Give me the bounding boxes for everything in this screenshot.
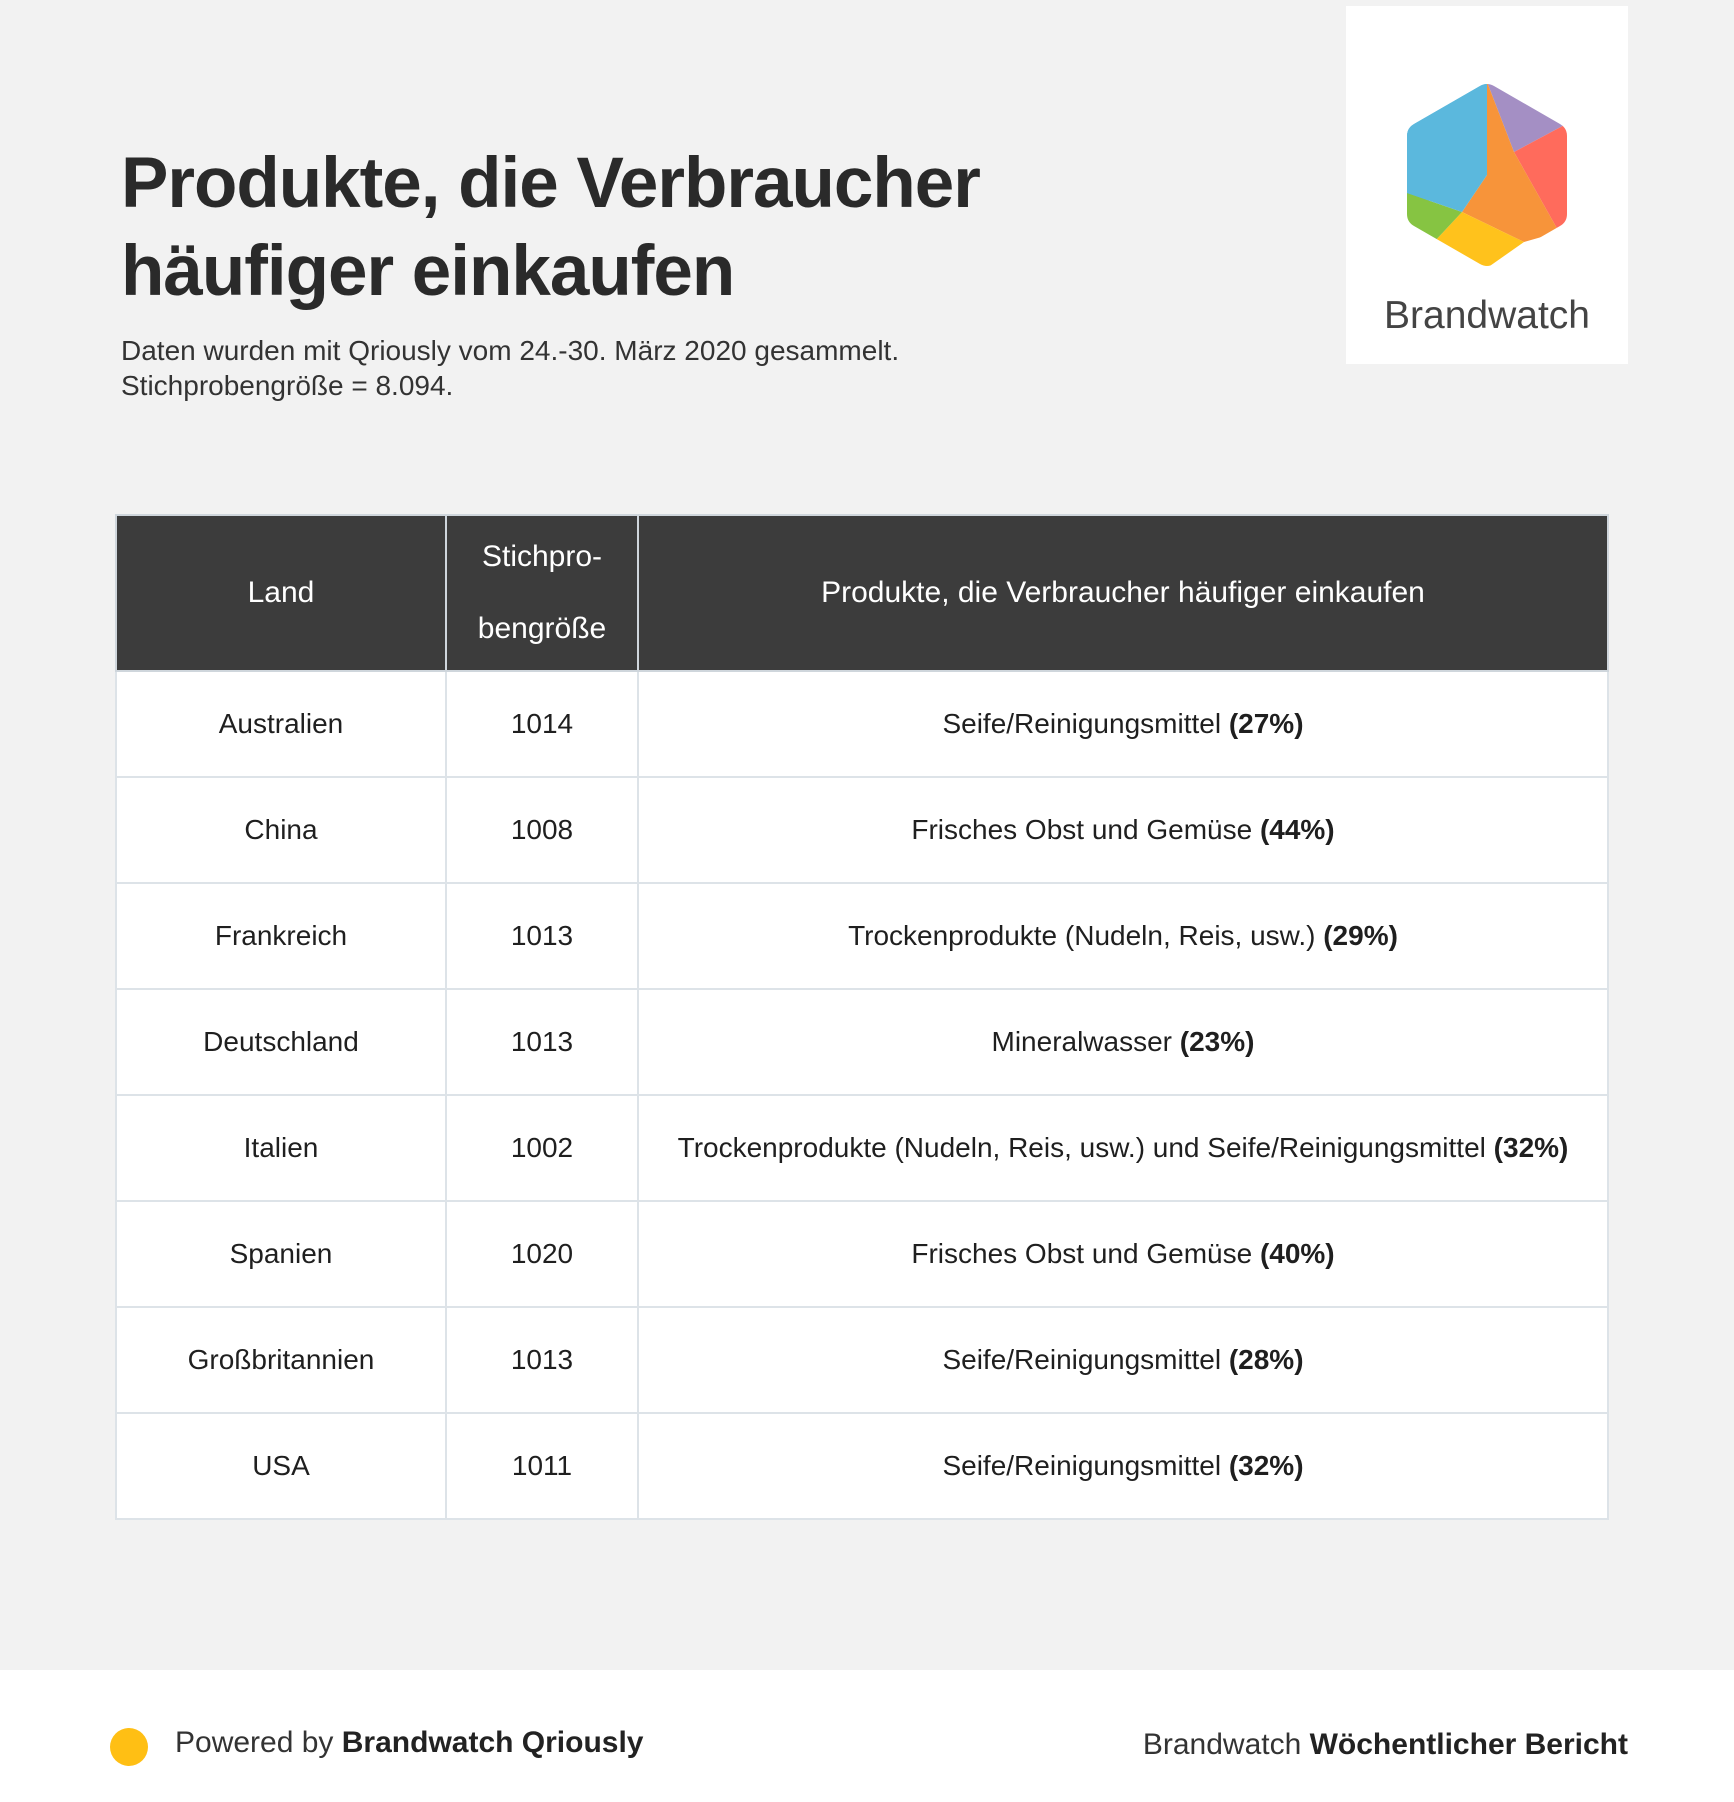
product-text: Trockenprodukte (Nudeln, Reis, usw.) und… — [677, 1132, 1494, 1163]
cell-product: Frisches Obst und Gemüse (40%) — [637, 1200, 1609, 1308]
table-row: Spanien 1020 Frisches Obst und Gemüse (40%… — [115, 1200, 1609, 1308]
table-row: Frankreich 1013 Trockenprodukte (Nudeln, R… — [115, 882, 1609, 990]
report-title: Wöchentlicher Bericht — [1309, 1728, 1628, 1761]
table-row: Italien 1002 Trockenprodukte (Nudeln, Reis… — [115, 1094, 1609, 1202]
table-row: Deutschland 1013 Mineralwasser (23%) — [115, 988, 1609, 1096]
header-sample-size: Stichpro- bengröße — [445, 514, 639, 672]
cell-product: Frisches Obst und Gemüse (44%) — [637, 776, 1609, 884]
product-text: Seife/Reinigungsmittel — [942, 1344, 1229, 1375]
cell-sample-size: 1013 — [445, 882, 639, 990]
powered-brand: Brandwatch Qriously — [341, 1726, 644, 1759]
product-percent: (23%) — [1179, 1026, 1255, 1057]
product-percent: (40%) — [1259, 1238, 1335, 1269]
powered-by: Powered by Brandwatch Qriously — [175, 1726, 644, 1760]
cell-product: Seife/Reinigungsmittel (27%) — [637, 670, 1609, 778]
cell-sample-size: 1011 — [445, 1412, 639, 1520]
product-percent: (32%) — [1493, 1132, 1569, 1163]
cell-sample-size: 1013 — [445, 988, 639, 1096]
product-text: Frisches Obst und Gemüse — [911, 814, 1260, 845]
cell-product: Seife/Reinigungsmittel (28%) — [637, 1306, 1609, 1414]
logo-segment — [1407, 84, 1487, 212]
cell-product: Trockenprodukte (Nudeln, Reis, usw.) (29… — [637, 882, 1609, 990]
product-text: Mineralwasser — [991, 1026, 1180, 1057]
header-land: Land — [115, 514, 447, 672]
header-products: Produkte, die Verbraucher häufiger einka… — [637, 514, 1609, 672]
logo-segment — [1434, 212, 1524, 266]
powered-prefix: Powered by — [175, 1726, 342, 1759]
product-text: Seife/Reinigungsmittel — [942, 1450, 1229, 1481]
product-percent: (28%) — [1228, 1344, 1304, 1375]
cell-sample-size: 1020 — [445, 1200, 639, 1308]
brandwatch-hexagon-icon — [1407, 84, 1567, 266]
cell-land: Frankreich — [115, 882, 447, 990]
report-name: Brandwatch Wöchentlicher Bericht — [1143, 1728, 1628, 1762]
brand-logo: Brandwatch — [1346, 6, 1628, 364]
table-header-row: Land Stichpro- bengröße Produkte, die Ve… — [115, 514, 1609, 672]
page-subtitle: Daten wurden mit Qriously vom 24.-30. Mä… — [121, 333, 1021, 403]
cell-sample-size: 1008 — [445, 776, 639, 884]
product-percent: (27%) — [1228, 708, 1304, 739]
footer: Powered by Brandwatch Qriously Brandwatc… — [0, 1670, 1734, 1802]
logo-segment — [1462, 84, 1559, 242]
cell-land: Großbritannien — [115, 1306, 447, 1414]
product-percent: (29%) — [1323, 920, 1398, 951]
product-text: Trockenprodukte (Nudeln, Reis, usw.) — [848, 920, 1324, 951]
cell-land: Spanien — [115, 1200, 447, 1308]
cell-land: China — [115, 776, 447, 884]
table-row: Australien 1014 Seife/Reinigungsmittel (27… — [115, 670, 1609, 778]
cell-sample-size: 1013 — [445, 1306, 639, 1414]
cell-land: USA — [115, 1412, 447, 1520]
table-row: China 1008 Frisches Obst und Gemüse (44%) — [115, 776, 1609, 884]
cell-product: Trockenprodukte (Nudeln, Reis, usw.) und… — [637, 1094, 1609, 1202]
product-text: Frisches Obst und Gemüse — [911, 1238, 1260, 1269]
header-sample-line-2: bengröße — [477, 612, 607, 645]
report-prefix: Brandwatch — [1142, 1728, 1310, 1761]
cell-sample-size: 1002 — [445, 1094, 639, 1202]
yellow-dot-icon — [110, 1728, 148, 1766]
cell-sample-size: 1014 — [445, 670, 639, 778]
table-row: Großbritannien 1013 Seife/Reinigungsmittel… — [115, 1306, 1609, 1414]
product-percent: (32%) — [1228, 1450, 1304, 1481]
header-sample-line-1: Stichpro- — [481, 540, 603, 573]
logo-wordmark: Brandwatch — [1384, 294, 1590, 337]
subtitle-line-1: Daten wurden mit Qriously vom 24.-30. Mä… — [121, 335, 900, 366]
products-table: Land Stichpro- bengröße Produkte, die Ve… — [115, 514, 1609, 1520]
page-title: Produkte, die Verbraucher häufiger einka… — [121, 144, 981, 311]
cell-product: Mineralwasser (23%) — [637, 988, 1609, 1096]
cell-land: Australien — [115, 670, 447, 778]
product-percent: (44%) — [1259, 814, 1335, 845]
logo-segment — [1514, 122, 1567, 232]
cell-land: Italien — [115, 1094, 447, 1202]
cell-product: Seife/Reinigungsmittel (32%) — [637, 1412, 1609, 1520]
subtitle-line-2: Stichprobengröße = 8.094. — [121, 370, 454, 401]
cell-land: Deutschland — [115, 988, 447, 1096]
table-row: USA 1011 Seife/Reinigungsmittel (32%) — [115, 1412, 1609, 1520]
product-text: Seife/Reinigungsmittel — [942, 708, 1229, 739]
